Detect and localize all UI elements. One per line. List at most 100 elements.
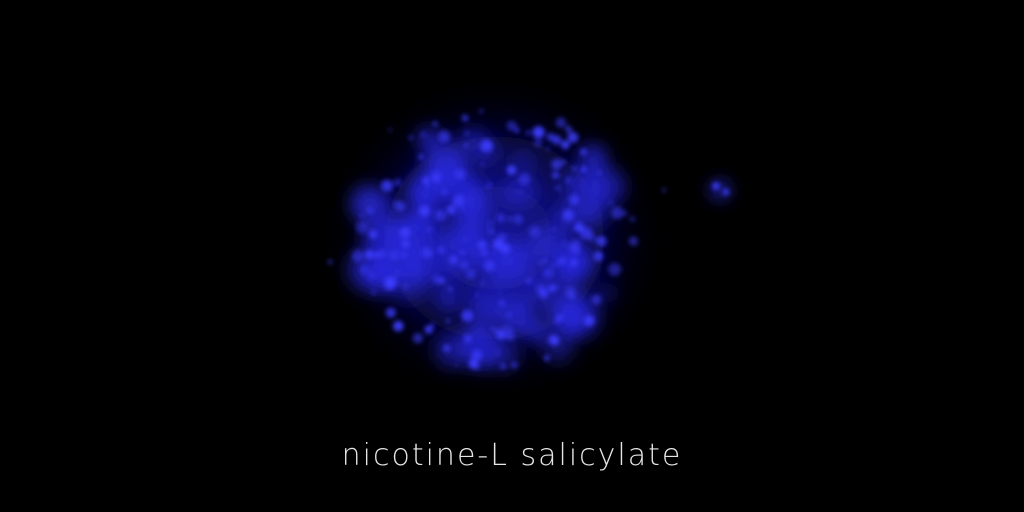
bright-speck xyxy=(359,213,364,218)
bright-speck xyxy=(567,132,579,143)
glow-patch xyxy=(377,240,423,286)
bright-speck xyxy=(570,259,577,266)
fragment-speck xyxy=(722,188,730,196)
bright-speck xyxy=(543,258,548,263)
caption-text: nicotine-L salicylate xyxy=(341,438,683,473)
bright-speck xyxy=(511,361,518,369)
bright-speck xyxy=(484,260,495,272)
bright-speck xyxy=(536,284,547,294)
glow-patch xyxy=(349,184,387,222)
bright-speck xyxy=(400,251,408,259)
bright-speck xyxy=(479,109,483,113)
bright-speck xyxy=(551,158,563,170)
bright-speck xyxy=(464,143,469,148)
bright-speck xyxy=(449,255,458,265)
bright-speck xyxy=(497,233,504,240)
bright-speck xyxy=(555,117,567,128)
bright-speck xyxy=(432,274,442,284)
bright-speck xyxy=(418,154,424,160)
bright-speck xyxy=(480,139,493,153)
bright-speck xyxy=(486,183,492,188)
bright-speck xyxy=(454,363,458,367)
bright-speck xyxy=(427,251,433,257)
bright-speck xyxy=(542,267,554,279)
glow-patch xyxy=(553,300,588,335)
bright-speck xyxy=(472,362,480,370)
bright-speck xyxy=(460,261,469,270)
bright-speck xyxy=(486,226,490,230)
bright-speck xyxy=(389,250,400,261)
bright-speck xyxy=(551,227,556,232)
bright-speck xyxy=(629,216,636,222)
bright-speck xyxy=(565,125,572,133)
bright-speck xyxy=(378,249,387,258)
bright-speck xyxy=(367,272,375,280)
bright-speck xyxy=(454,202,458,206)
bright-speck xyxy=(552,171,559,179)
glow-patch xyxy=(515,293,533,311)
bright-speck xyxy=(359,265,370,275)
bright-speck xyxy=(438,130,451,143)
bright-speck xyxy=(446,319,450,324)
bright-speck xyxy=(481,249,487,256)
bright-speck xyxy=(565,177,572,184)
bright-speck xyxy=(426,183,431,188)
bright-speck xyxy=(555,185,561,191)
bright-speck xyxy=(593,251,604,262)
bright-speck xyxy=(506,165,517,175)
bright-speck xyxy=(399,227,411,239)
bright-speck xyxy=(396,270,400,274)
bright-speck xyxy=(591,294,602,305)
bright-speck xyxy=(496,214,505,222)
bright-speck xyxy=(500,243,511,255)
glow-patch xyxy=(468,322,489,343)
bright-speck xyxy=(595,235,607,247)
bright-speck xyxy=(551,135,562,145)
bright-speck xyxy=(564,286,576,298)
bright-speck xyxy=(422,176,430,185)
bright-speck xyxy=(356,221,369,234)
bright-speck xyxy=(513,214,523,224)
bright-speck xyxy=(557,257,566,266)
bright-speck xyxy=(460,207,465,212)
bright-speck xyxy=(529,225,541,238)
bright-speck xyxy=(506,312,512,318)
bright-speck xyxy=(394,201,406,212)
bright-speck xyxy=(500,325,514,338)
bright-speck xyxy=(381,179,393,192)
bright-speck xyxy=(365,250,374,259)
glow-patch xyxy=(582,201,610,228)
bright-speck xyxy=(571,238,582,249)
bright-speck xyxy=(548,334,559,346)
bright-speck xyxy=(460,250,465,255)
glow-patch xyxy=(434,332,470,368)
bright-speck xyxy=(477,240,487,250)
bright-speck xyxy=(374,252,381,258)
bright-speck xyxy=(385,307,396,318)
bright-speck xyxy=(454,168,466,180)
bright-speck xyxy=(539,260,544,265)
bright-speck xyxy=(622,210,628,216)
bright-speck xyxy=(580,227,593,240)
glow-patch xyxy=(469,298,496,325)
glow-patch xyxy=(409,185,429,205)
bright-speck xyxy=(453,194,465,207)
bright-speck xyxy=(420,132,426,138)
bright-speck xyxy=(580,148,587,156)
glow-patch xyxy=(526,319,551,343)
bright-speck xyxy=(430,170,442,182)
bright-speck xyxy=(490,326,495,331)
bright-speck xyxy=(367,207,373,214)
fragment-speck xyxy=(327,259,333,265)
bright-speck xyxy=(503,234,507,239)
bright-speck xyxy=(608,200,613,205)
glow-patch xyxy=(513,152,533,172)
bright-speck xyxy=(534,138,543,148)
bright-speck xyxy=(461,309,474,322)
bright-speck xyxy=(498,299,506,307)
bright-speck xyxy=(479,280,484,285)
bright-speck xyxy=(412,333,423,344)
bright-speck xyxy=(552,262,557,268)
bright-speck xyxy=(507,217,512,221)
bright-speck xyxy=(424,325,434,334)
